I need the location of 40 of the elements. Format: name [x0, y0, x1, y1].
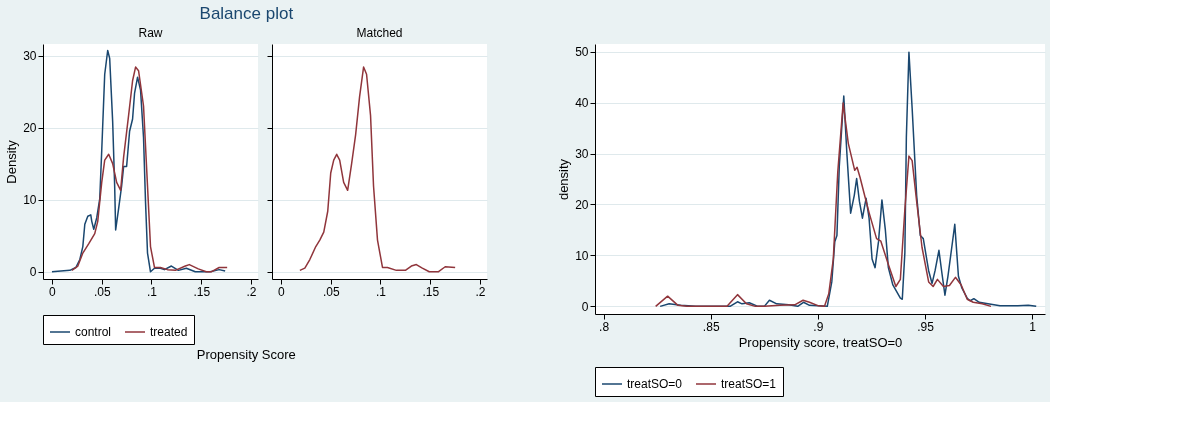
x-tick-label: 0 — [49, 284, 57, 299]
y-tick-label: 20 — [23, 121, 37, 136]
y-tick-label: 30 — [575, 147, 589, 162]
y-tick-label: 0 — [581, 299, 589, 314]
y-tick-label: 30 — [23, 49, 37, 64]
x-tick-label: .05 — [322, 284, 340, 299]
x-tick-label: .1 — [375, 284, 387, 299]
y-tick-label: 50 — [575, 45, 589, 60]
x-tick-label: 0 — [278, 284, 286, 299]
line-series — [51, 49, 226, 273]
x-tick-label: .2 — [475, 284, 486, 299]
y-tick-label: 10 — [575, 248, 589, 263]
x-tick-label: .15 — [193, 284, 211, 299]
x-tick-label: .95 — [917, 319, 935, 334]
legend-label: treatSO=0 — [627, 377, 683, 391]
y-axis-title: Density — [4, 139, 20, 184]
x-tick-label: .85 — [702, 319, 720, 334]
chart-subtitle: Raw — [138, 26, 163, 40]
legend-label: treated — [150, 325, 188, 339]
legend-label: control — [75, 325, 112, 339]
chart-title: Balance plot — [199, 4, 294, 23]
x-tick-label: .05 — [93, 284, 111, 299]
legend-label: treatSO=1 — [721, 377, 777, 391]
x-tick-label: .9 — [813, 319, 824, 334]
line-series — [71, 66, 228, 273]
x-tick-label: .15 — [422, 284, 440, 299]
x-axis-title: Propensity score, treatSO=0 — [738, 334, 903, 350]
line-series — [654, 102, 992, 308]
x-tick-label: 1 — [1029, 319, 1037, 334]
x-axis-title: Propensity Score — [196, 346, 296, 362]
y-tick-label: 40 — [575, 96, 589, 111]
x-tick-label: .1 — [146, 284, 158, 299]
y-tick-label: 10 — [23, 193, 37, 208]
y-axis-title: density — [556, 158, 572, 201]
y-tick-label: 0 — [29, 265, 37, 280]
chart-subtitle: Matched — [356, 26, 403, 40]
x-tick-label: .8 — [599, 319, 610, 334]
x-tick-label: .2 — [246, 284, 257, 299]
line-series — [659, 51, 1037, 308]
y-tick-label: 20 — [575, 197, 589, 212]
